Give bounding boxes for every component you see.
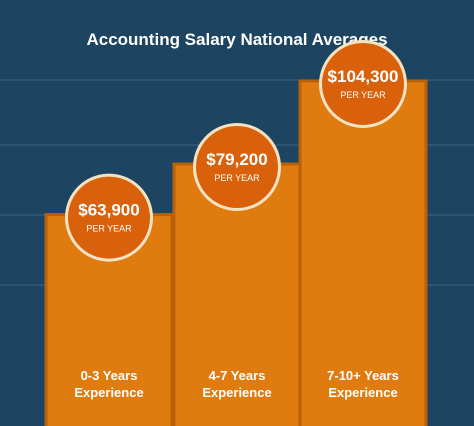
data-sublabel-2: PER YEAR xyxy=(214,173,260,183)
data-sublabel-1: PER YEAR xyxy=(86,224,132,234)
data-sublabel-3: PER YEAR xyxy=(340,90,386,100)
category-label-1: 0-3 Years Experience xyxy=(74,368,143,400)
chart-title: Accounting Salary National Averages xyxy=(86,30,388,49)
value-badge-2 xyxy=(196,125,278,208)
data-label-1: $63,900 xyxy=(78,201,139,220)
data-label-2: $79,200 xyxy=(206,150,267,169)
value-badge-1 xyxy=(68,176,150,259)
category-label-2: 4-7 Years Experience xyxy=(202,368,271,400)
data-label-3: $104,300 xyxy=(328,67,399,86)
value-badge-3 xyxy=(322,42,404,125)
category-label-3: 7-10+ Years Experience xyxy=(327,368,399,400)
bar-3 xyxy=(298,79,428,426)
